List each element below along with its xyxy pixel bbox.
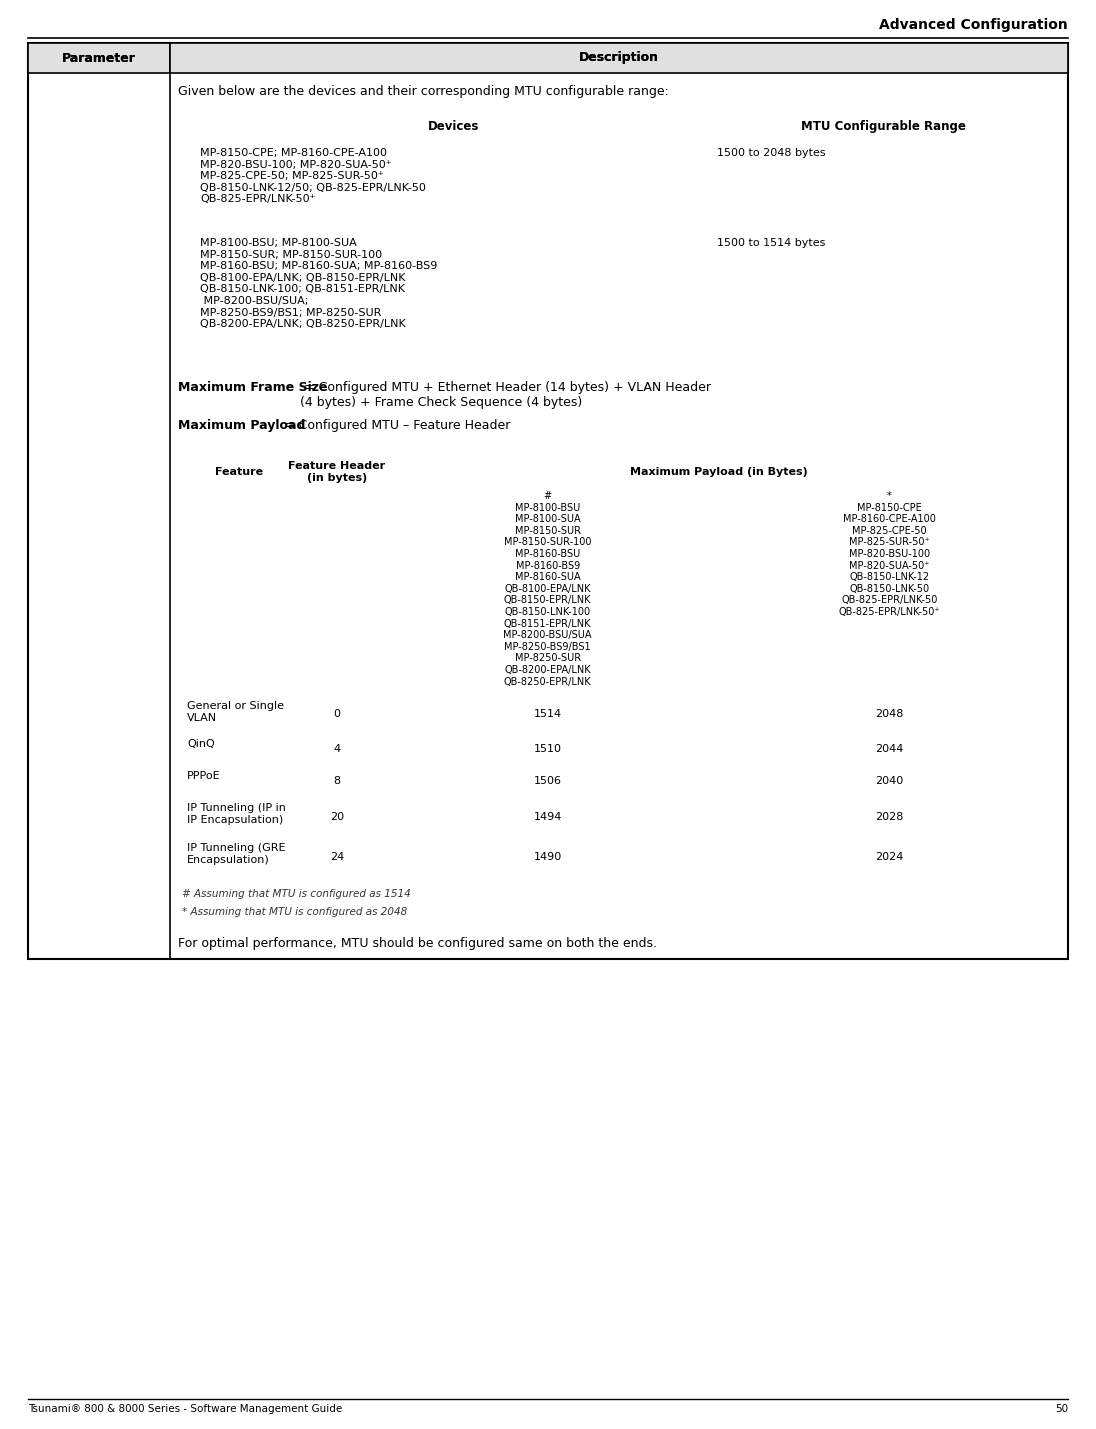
Text: 1510: 1510 bbox=[534, 745, 562, 755]
Text: Parameter: Parameter bbox=[62, 51, 136, 64]
Bar bbox=[711, 231, 1057, 362]
Text: For optimal performance, MTU should be configured same on both the ends.: For optimal performance, MTU should be c… bbox=[178, 937, 657, 950]
Text: #
MP-8100-BSU
MP-8100-SUA
MP-8150-SUR
MP-8150-SUR-100
MP-8160-BSU
MP-8160-BS9
MP: # MP-8100-BSU MP-8100-SUA MP-8150-SUR MP… bbox=[503, 492, 592, 686]
Bar bbox=[182, 694, 297, 733]
Bar bbox=[377, 765, 719, 797]
Text: Parameter: Parameter bbox=[62, 51, 136, 64]
Text: 4: 4 bbox=[333, 745, 341, 755]
Text: Maximum Payload: Maximum Payload bbox=[178, 419, 306, 432]
Bar bbox=[297, 733, 377, 765]
Bar bbox=[377, 797, 719, 837]
Text: PPPoE: PPPoE bbox=[187, 772, 220, 782]
Bar bbox=[719, 733, 1060, 765]
Text: QinQ: QinQ bbox=[187, 739, 215, 749]
Text: 24: 24 bbox=[330, 852, 344, 862]
Bar bbox=[297, 484, 377, 694]
Text: Description: Description bbox=[579, 51, 659, 64]
Bar bbox=[297, 837, 377, 877]
Bar bbox=[182, 459, 297, 484]
Bar bbox=[182, 765, 297, 797]
Bar bbox=[297, 797, 377, 837]
Bar bbox=[182, 484, 297, 694]
Text: 1506: 1506 bbox=[534, 776, 562, 786]
Bar bbox=[711, 113, 1057, 141]
Bar bbox=[297, 694, 377, 733]
Text: 2048: 2048 bbox=[875, 709, 903, 719]
Text: = Configured MTU – Feature Header: = Configured MTU – Feature Header bbox=[279, 419, 511, 432]
Text: Given below are the devices and their corresponding MTU configurable range:: Given below are the devices and their co… bbox=[178, 84, 669, 99]
Text: 20: 20 bbox=[330, 812, 344, 822]
Text: 50: 50 bbox=[1054, 1405, 1068, 1415]
Text: = Configured MTU + Ethernet Header (14 bytes) + VLAN Header
(4 bytes) + Frame Ch: = Configured MTU + Ethernet Header (14 b… bbox=[300, 382, 711, 409]
Bar bbox=[377, 459, 1060, 484]
Text: 1494: 1494 bbox=[534, 812, 562, 822]
Bar bbox=[170, 43, 1068, 73]
Text: Maximum Frame Size: Maximum Frame Size bbox=[178, 382, 328, 394]
Text: Devices: Devices bbox=[427, 120, 479, 133]
Text: Description: Description bbox=[579, 51, 659, 64]
Bar bbox=[297, 765, 377, 797]
Text: Feature Header
(in bytes): Feature Header (in bytes) bbox=[288, 462, 386, 483]
Text: Feature: Feature bbox=[216, 467, 263, 477]
Text: 1490: 1490 bbox=[534, 852, 562, 862]
Bar bbox=[182, 837, 297, 877]
Bar bbox=[170, 43, 1068, 73]
Text: 0: 0 bbox=[333, 709, 341, 719]
Bar bbox=[297, 459, 377, 484]
Bar bbox=[195, 231, 711, 362]
Text: IP Tunneling (GRE
Encapsulation): IP Tunneling (GRE Encapsulation) bbox=[187, 843, 285, 865]
Text: 1500 to 1514 bytes: 1500 to 1514 bytes bbox=[717, 239, 825, 249]
Text: * Assuming that MTU is configured as 2048: * Assuming that MTU is configured as 204… bbox=[182, 907, 408, 917]
Bar bbox=[719, 765, 1060, 797]
Bar bbox=[28, 43, 170, 73]
Text: Tsunami® 800 & 8000 Series - Software Management Guide: Tsunami® 800 & 8000 Series - Software Ma… bbox=[28, 1405, 342, 1415]
Bar bbox=[719, 837, 1060, 877]
Text: 8: 8 bbox=[333, 776, 341, 786]
Bar bbox=[719, 797, 1060, 837]
Text: # Assuming that MTU is configured as 1514: # Assuming that MTU is configured as 151… bbox=[182, 889, 411, 899]
Bar bbox=[195, 141, 711, 231]
Text: 1514: 1514 bbox=[534, 709, 562, 719]
Bar bbox=[719, 694, 1060, 733]
Bar bbox=[719, 484, 1060, 694]
Bar bbox=[182, 797, 297, 837]
Bar bbox=[28, 43, 170, 73]
Text: MTU Configurable Range: MTU Configurable Range bbox=[801, 120, 967, 133]
Text: 2024: 2024 bbox=[875, 852, 903, 862]
Bar bbox=[711, 141, 1057, 231]
Bar bbox=[377, 837, 719, 877]
Text: Maximum Payload (in Bytes): Maximum Payload (in Bytes) bbox=[629, 467, 808, 477]
Text: 2028: 2028 bbox=[875, 812, 903, 822]
Bar bbox=[377, 694, 719, 733]
Text: General or Single
VLAN: General or Single VLAN bbox=[187, 702, 284, 723]
Bar bbox=[377, 484, 719, 694]
Text: 2040: 2040 bbox=[875, 776, 903, 786]
Text: MP-8100-BSU; MP-8100-SUA
MP-8150-SUR; MP-8150-SUR-100
MP-8160-BSU; MP-8160-SUA; : MP-8100-BSU; MP-8100-SUA MP-8150-SUR; MP… bbox=[199, 239, 437, 329]
Text: Advanced Configuration: Advanced Configuration bbox=[879, 19, 1068, 31]
Text: 2044: 2044 bbox=[875, 745, 903, 755]
Bar bbox=[182, 733, 297, 765]
Text: MP-8150-CPE; MP-8160-CPE-A100
MP-820-BSU-100; MP-820-SUA-50⁺
MP-825-CPE-50; MP-8: MP-8150-CPE; MP-8160-CPE-A100 MP-820-BSU… bbox=[199, 149, 426, 204]
Bar bbox=[377, 733, 719, 765]
Text: 1500 to 2048 bytes: 1500 to 2048 bytes bbox=[717, 149, 825, 159]
Bar bbox=[28, 43, 1068, 959]
Text: *
MP-8150-CPE
MP-8160-CPE-A100
MP-825-CPE-50
MP-825-SUR-50⁺
MP-820-BSU-100
MP-82: * MP-8150-CPE MP-8160-CPE-A100 MP-825-CP… bbox=[838, 492, 940, 617]
Text: IP Tunneling (IP in
IP Encapsulation): IP Tunneling (IP in IP Encapsulation) bbox=[187, 803, 286, 825]
Bar bbox=[195, 113, 711, 141]
